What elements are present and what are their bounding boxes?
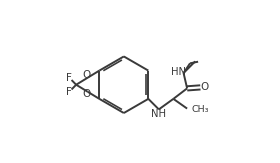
Text: F: F: [66, 73, 72, 83]
Text: O: O: [83, 70, 91, 80]
Text: NH: NH: [151, 109, 165, 119]
Text: HN: HN: [171, 67, 186, 77]
Text: O: O: [200, 82, 208, 92]
Text: O: O: [83, 89, 91, 99]
Text: F: F: [66, 87, 72, 96]
Text: CH₃: CH₃: [191, 105, 209, 114]
